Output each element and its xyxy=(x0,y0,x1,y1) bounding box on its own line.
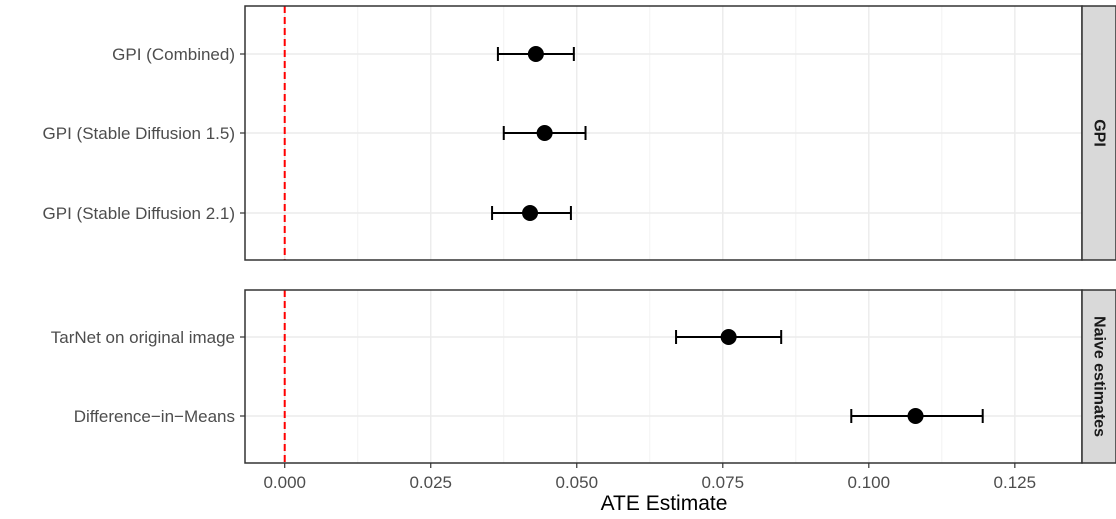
x-tick-label: 0.000 xyxy=(263,473,306,492)
y-tick-label: GPI (Stable Diffusion 1.5) xyxy=(43,124,235,143)
x-tick-label: 0.125 xyxy=(994,473,1037,492)
estimate-point xyxy=(527,46,544,62)
y-tick-label: TarNet on original image xyxy=(51,328,235,347)
estimate-point xyxy=(536,125,553,141)
facet-panel-1: TarNet on original image Difference−in−Me… xyxy=(51,289,1116,464)
panel-border xyxy=(244,289,1083,464)
y-tick-label: Difference−in−Means xyxy=(74,407,235,426)
y-tick-label: GPI (Combined) xyxy=(112,45,235,64)
x-tick-label: 0.025 xyxy=(409,473,452,492)
estimate-point xyxy=(720,329,737,345)
estimate-point xyxy=(907,408,924,424)
y-tick-label: GPI (Stable Diffusion 2.1) xyxy=(43,204,235,223)
facet-strip-label: GPI xyxy=(1091,119,1108,147)
facet-strip xyxy=(1081,5,1116,261)
x-tick-label: 0.075 xyxy=(702,473,745,492)
facet-strip-label: Naive estimates xyxy=(1091,316,1108,437)
facet-strip xyxy=(1081,289,1116,464)
x-axis-title: ATE Estimate xyxy=(601,492,728,515)
x-tick-label: 0.050 xyxy=(555,473,598,492)
estimate-point xyxy=(522,205,539,221)
facet-panel-0: GPI (Combined) GPI (Stable Diffusion 1.5)… xyxy=(43,5,1116,261)
x-tick-label: 0.100 xyxy=(848,473,891,492)
